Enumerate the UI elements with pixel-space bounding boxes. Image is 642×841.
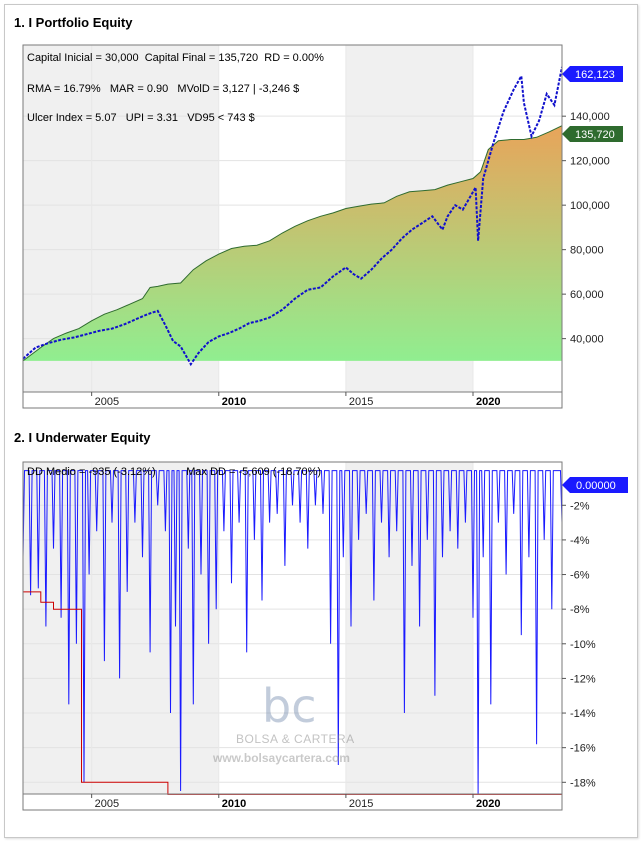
x-tick-label: 2005: [95, 798, 119, 810]
x-tick-label: 2010: [222, 798, 246, 810]
shaded-band-2: [345, 462, 474, 794]
y-tick-label: -18%: [570, 777, 596, 789]
panel2-title: 2. I Underwater Equity: [14, 430, 151, 445]
panel2-stats: DD Medio = -935 (-3.12%) Max DD = -5,609…: [27, 466, 321, 478]
y-tick-label: 40,000: [570, 334, 604, 346]
watermark-logo: bc: [262, 679, 317, 733]
y-tick-label: 60,000: [570, 289, 604, 301]
max-drawdown-line: [23, 591, 562, 795]
y-tick-label: -16%: [570, 743, 596, 755]
x-tick-label: 2015: [349, 396, 373, 408]
drawdown-value-tag: 0.00000: [562, 477, 628, 493]
y-tick-label: 140,000: [570, 111, 610, 123]
watermark: bc BOLSA & CARTERA www.bolsaycartera.com: [212, 679, 355, 765]
panel1-stats-line1: Capital Inicial = 30,000 Capital Final =…: [27, 52, 324, 64]
y-tick-label: -6%: [570, 570, 590, 582]
equity-line: [23, 125, 562, 362]
panel1-stats-line2: RMA = 16.79% MAR = 0.90 MVolD = 3,127 | …: [27, 83, 299, 95]
equity-value-label: 135,720: [575, 129, 615, 141]
y-tick-label: -4%: [570, 535, 590, 547]
y-tick-label: -2%: [570, 500, 590, 512]
drawdown-line: [23, 470, 562, 795]
benchmark-value-label: 162,123: [575, 69, 615, 81]
equity-value-tag: 135,720: [562, 126, 623, 142]
watermark-name: BOLSA & CARTERA: [236, 732, 355, 746]
y-tick-label: -14%: [570, 708, 596, 720]
benchmark-line: [23, 66, 562, 367]
panel1-stats-line3: Ulcer Index = 5.07 UPI = 3.31 VD95 < 743…: [27, 112, 255, 124]
x-tick-label: 2020: [476, 798, 500, 810]
benchmark-value-tag: 162,123: [562, 66, 623, 82]
watermark-url: www.bolsaycartera.com: [212, 751, 350, 765]
equity-area-fill: [23, 125, 562, 361]
x-tick-label: 2020: [476, 396, 500, 408]
y-tick-label: -8%: [570, 604, 590, 616]
y-tick-label: 100,000: [570, 200, 610, 212]
y-tick-label: -12%: [570, 673, 596, 685]
drawdown-area-fill: [23, 470, 562, 795]
y-tick-label: -10%: [570, 639, 596, 651]
x-tick-label: 2005: [95, 396, 119, 408]
panel1-title: 1. I Portfolio Equity: [14, 15, 133, 30]
drawdown-value-label: 0.00000: [576, 480, 616, 492]
y-tick-label: 80,000: [570, 245, 604, 257]
y-tick-label: 120,000: [570, 156, 610, 168]
x-tick-label: 2015: [349, 798, 373, 810]
x-tick-label: 2010: [222, 396, 246, 408]
